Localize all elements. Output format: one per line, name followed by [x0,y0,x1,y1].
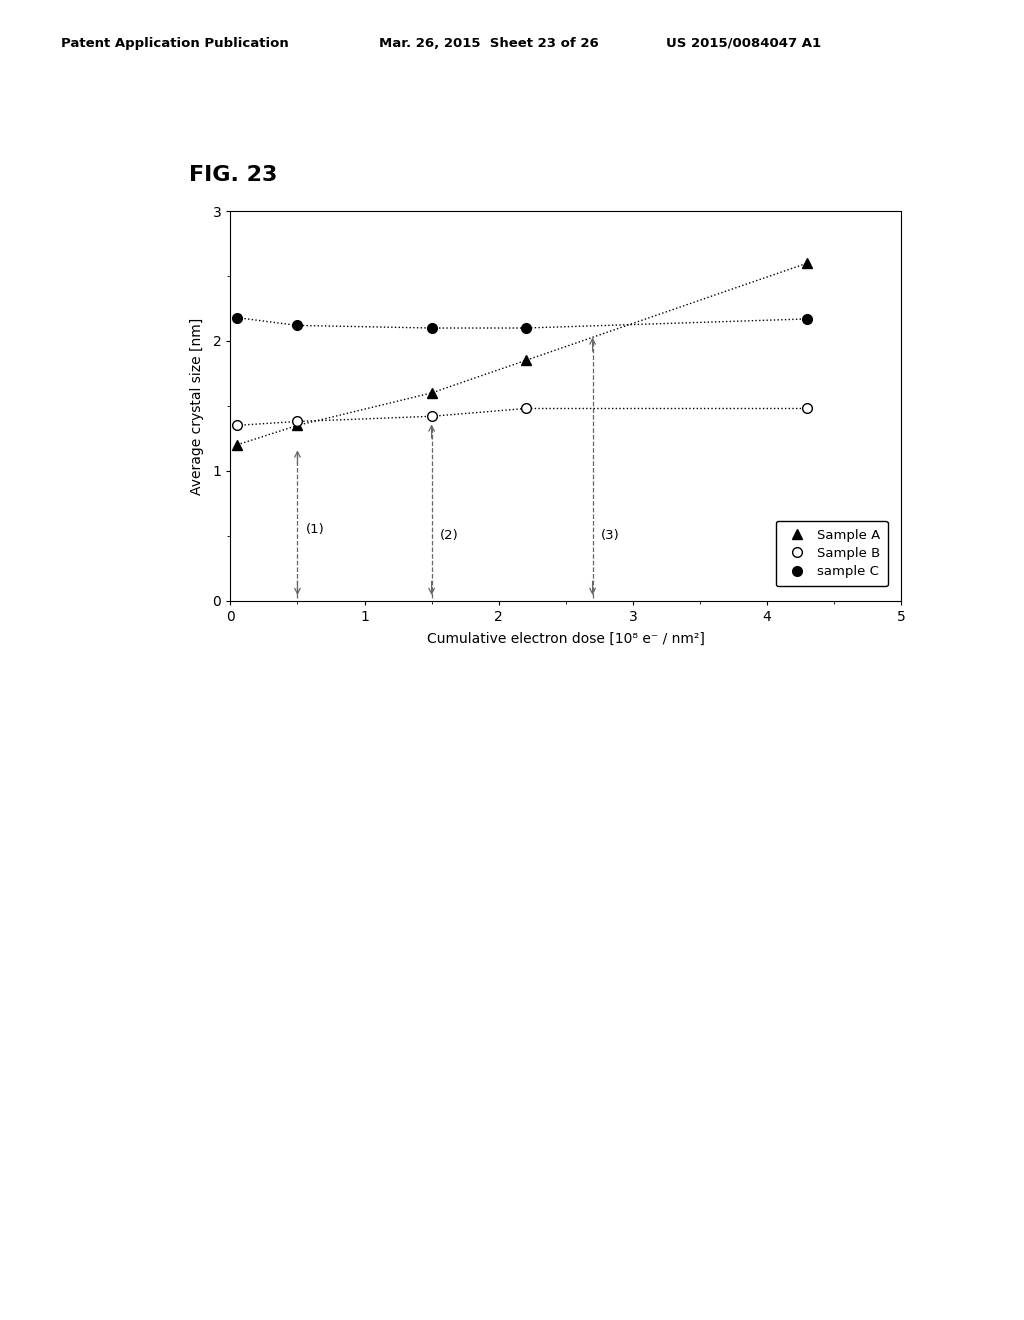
Text: Patent Application Publication: Patent Application Publication [61,37,289,50]
Text: US 2015/0084047 A1: US 2015/0084047 A1 [666,37,820,50]
X-axis label: Cumulative electron dose [10⁸ e⁻ / nm²]: Cumulative electron dose [10⁸ e⁻ / nm²] [427,632,705,645]
Text: (3): (3) [601,529,620,543]
Text: (1): (1) [305,523,325,536]
Legend: Sample A, Sample B, sample C: Sample A, Sample B, sample C [776,521,888,586]
Text: (2): (2) [439,529,459,543]
Text: Mar. 26, 2015  Sheet 23 of 26: Mar. 26, 2015 Sheet 23 of 26 [379,37,599,50]
Y-axis label: Average crystal size [nm]: Average crystal size [nm] [190,317,204,495]
Text: FIG. 23: FIG. 23 [189,165,278,185]
